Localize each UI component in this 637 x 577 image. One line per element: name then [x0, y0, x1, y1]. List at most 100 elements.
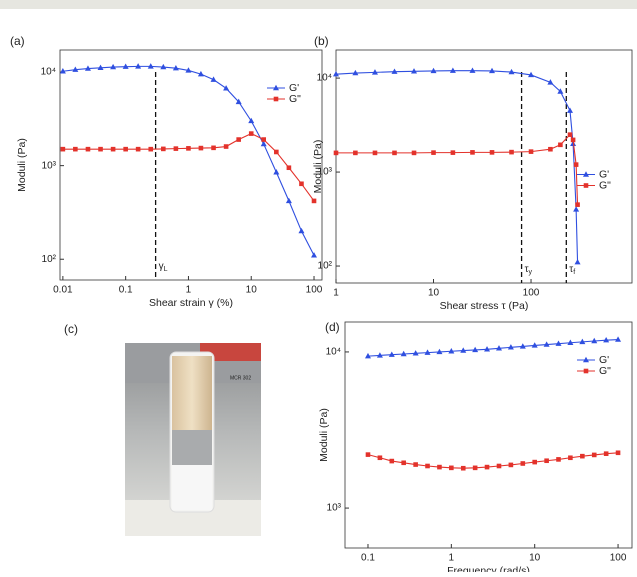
- marker: [353, 150, 358, 156]
- y-tick-label: 10³: [42, 160, 57, 171]
- marker: [519, 343, 526, 349]
- marker: [391, 68, 398, 74]
- marker: [509, 149, 514, 155]
- marker: [285, 197, 292, 204]
- marker: [135, 63, 142, 69]
- marker: [333, 70, 339, 77]
- marker: [575, 202, 580, 207]
- marker: [364, 352, 371, 359]
- marker: [591, 452, 597, 458]
- legend-label: G': [599, 168, 609, 180]
- marker: [376, 352, 383, 358]
- marker: [528, 71, 535, 78]
- marker: [520, 461, 526, 466]
- marker: [135, 146, 141, 152]
- marker: [85, 146, 91, 152]
- annotation-symbol: τ: [525, 264, 529, 275]
- marker: [110, 146, 116, 152]
- marker: [401, 460, 406, 466]
- marker: [98, 146, 103, 152]
- marker: [413, 462, 418, 467]
- marker: [160, 63, 167, 70]
- marker: [261, 137, 267, 142]
- marker: [248, 117, 255, 124]
- marker: [298, 227, 305, 234]
- marker: [425, 463, 430, 469]
- annotation-subscript: f: [573, 269, 575, 276]
- marker: [273, 96, 279, 102]
- marker: [388, 351, 395, 357]
- marker: [97, 64, 104, 71]
- x-tick-label: 100: [306, 285, 323, 296]
- x-tick-label: 100: [523, 288, 540, 299]
- marker: [484, 464, 490, 470]
- marker: [431, 150, 436, 155]
- marker: [558, 142, 563, 148]
- annotation: τf: [569, 264, 575, 276]
- marker: [412, 350, 419, 356]
- marker: [472, 346, 479, 353]
- y-tick-label: 10³: [318, 167, 333, 178]
- marker: [73, 146, 78, 152]
- marker: [557, 88, 564, 94]
- marker: [449, 465, 454, 471]
- marker: [583, 368, 589, 374]
- y-tick-label: 10²: [42, 254, 57, 265]
- x-axis-label: Shear strain γ (%): [149, 297, 233, 309]
- marker: [84, 65, 91, 71]
- marker: [448, 348, 455, 354]
- y-tick-label: 10⁴: [41, 67, 56, 78]
- marker: [579, 338, 586, 345]
- marker: [547, 79, 554, 85]
- series-line: [335, 70, 579, 263]
- marker: [299, 181, 304, 187]
- marker: [489, 67, 496, 74]
- marker: [72, 66, 79, 72]
- x-tick-label: 1: [333, 288, 339, 299]
- y-tick-label: 10⁴: [317, 73, 332, 84]
- marker: [236, 137, 241, 142]
- marker: [603, 451, 609, 456]
- marker: [235, 98, 242, 105]
- marker: [615, 336, 622, 342]
- marker: [508, 462, 514, 468]
- marker: [197, 70, 204, 77]
- marker: [411, 68, 418, 74]
- marker: [372, 150, 378, 156]
- marker: [507, 344, 514, 350]
- y-axis-label: Moduli (Pa): [318, 408, 330, 462]
- panel-label: (d): [325, 320, 340, 334]
- x-tick-label: 0.1: [119, 285, 133, 296]
- marker: [430, 67, 437, 74]
- marker: [389, 458, 395, 464]
- device-label: MCR 302: [230, 375, 251, 381]
- marker: [161, 146, 166, 152]
- x-tick-label: 0.1: [361, 553, 375, 564]
- legend-label: G": [599, 365, 611, 377]
- marker: [185, 67, 192, 73]
- marker: [411, 150, 417, 156]
- marker: [371, 69, 378, 75]
- marker: [110, 63, 117, 70]
- series-line: [62, 65, 315, 256]
- marker: [548, 146, 553, 152]
- marker: [186, 146, 191, 151]
- legend-label: G": [289, 93, 301, 105]
- marker: [583, 171, 589, 177]
- series-line: [62, 132, 315, 202]
- plot-frame: [335, 49, 633, 284]
- marker: [352, 69, 359, 76]
- x-tick-label: 0.01: [53, 285, 73, 296]
- marker: [570, 137, 576, 143]
- marker: [147, 63, 154, 69]
- marker: [460, 465, 466, 471]
- marker: [555, 340, 562, 346]
- marker: [365, 452, 371, 457]
- marker: [210, 76, 217, 82]
- marker: [615, 450, 621, 456]
- annotation-subscript: y: [529, 269, 533, 276]
- x-tick-label: 100: [610, 553, 627, 564]
- plot-frame: [59, 49, 323, 281]
- marker: [508, 68, 515, 75]
- marker: [223, 85, 230, 91]
